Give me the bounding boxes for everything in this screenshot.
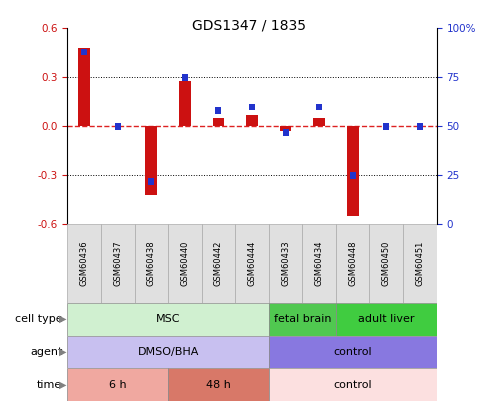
Text: MSC: MSC [156, 314, 180, 324]
Text: control: control [333, 347, 372, 357]
Text: GSM60450: GSM60450 [382, 241, 391, 286]
Text: cell type: cell type [15, 314, 62, 324]
Bar [282, 129, 288, 136]
Text: time: time [37, 379, 62, 390]
Bar [269, 368, 437, 401]
Text: fetal brain: fetal brain [273, 314, 331, 324]
Bar [279, 126, 291, 131]
Bar [202, 224, 235, 303]
Bar [81, 49, 87, 55]
Text: control: control [333, 379, 372, 390]
Bar [135, 224, 168, 303]
Bar [417, 123, 423, 130]
Text: DMSO/BHA: DMSO/BHA [137, 347, 199, 357]
Text: ▶: ▶ [59, 347, 66, 357]
Text: ▶: ▶ [59, 379, 66, 390]
Bar [369, 224, 403, 303]
Bar [67, 336, 269, 368]
Text: GSM60442: GSM60442 [214, 241, 223, 286]
Text: GSM60436: GSM60436 [80, 241, 89, 286]
Text: 48 h: 48 h [206, 379, 231, 390]
Bar [316, 104, 322, 110]
Bar [336, 303, 437, 336]
Bar [67, 368, 168, 401]
Text: GSM60451: GSM60451 [415, 241, 424, 286]
Bar [302, 224, 336, 303]
Bar [336, 224, 369, 303]
Bar [350, 172, 356, 179]
Bar [148, 178, 154, 185]
Bar [347, 126, 359, 216]
Bar [179, 81, 191, 126]
Bar [249, 104, 255, 110]
Bar [269, 303, 336, 336]
Text: 6 h: 6 h [109, 379, 127, 390]
Bar [246, 115, 258, 126]
Bar [67, 303, 269, 336]
Bar [168, 368, 269, 401]
Bar [145, 126, 157, 195]
Text: GSM60444: GSM60444 [248, 241, 256, 286]
Text: GSM60433: GSM60433 [281, 241, 290, 286]
Bar [269, 336, 437, 368]
Text: agent: agent [30, 347, 62, 357]
Bar [313, 118, 325, 126]
Bar [235, 224, 269, 303]
Text: GSM60437: GSM60437 [113, 241, 122, 286]
Bar [115, 123, 121, 130]
Bar [101, 224, 135, 303]
Text: adult liver: adult liver [358, 314, 415, 324]
Bar [403, 224, 437, 303]
Text: GSM60438: GSM60438 [147, 241, 156, 286]
Text: ▶: ▶ [59, 314, 66, 324]
Bar [383, 123, 389, 130]
Bar [168, 224, 202, 303]
Bar [213, 118, 224, 126]
Bar [216, 107, 222, 114]
Text: GSM60434: GSM60434 [315, 241, 324, 286]
Bar [182, 74, 188, 81]
Bar [78, 48, 90, 126]
Bar [67, 224, 101, 303]
Text: GSM60448: GSM60448 [348, 241, 357, 286]
Text: GDS1347 / 1835: GDS1347 / 1835 [193, 18, 306, 32]
Bar [269, 224, 302, 303]
Text: GSM60440: GSM60440 [180, 241, 189, 286]
